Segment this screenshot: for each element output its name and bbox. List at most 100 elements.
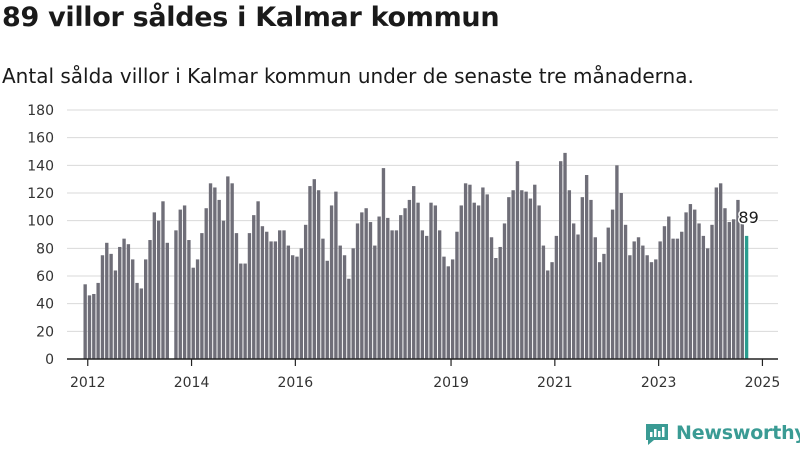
bar bbox=[234, 233, 239, 359]
bar bbox=[740, 222, 744, 359]
bar bbox=[156, 220, 161, 359]
bar bbox=[489, 237, 494, 359]
bar bbox=[265, 231, 269, 359]
bar bbox=[295, 256, 299, 359]
bar bbox=[667, 216, 671, 359]
bar bbox=[615, 165, 619, 359]
bar bbox=[308, 186, 312, 359]
bar bbox=[537, 205, 541, 359]
bar bbox=[373, 245, 377, 359]
bar bbox=[727, 222, 731, 359]
bar bbox=[92, 293, 96, 359]
bar bbox=[541, 245, 546, 359]
bar bbox=[416, 202, 420, 359]
bar bbox=[226, 176, 230, 359]
bar bbox=[182, 205, 187, 359]
bar bbox=[217, 199, 221, 359]
bar bbox=[507, 197, 511, 359]
bars bbox=[83, 152, 749, 359]
bar bbox=[533, 184, 537, 359]
bar bbox=[684, 212, 688, 359]
bar bbox=[399, 215, 403, 359]
x-axis: 2012 2014 2016 2019 2021 2023 2025 bbox=[67, 358, 780, 391]
bar bbox=[675, 238, 680, 359]
bar bbox=[239, 263, 243, 359]
y-tick-label: 120 bbox=[27, 186, 54, 202]
bar bbox=[303, 224, 308, 359]
bar bbox=[567, 190, 572, 359]
bar bbox=[723, 208, 727, 359]
y-tick-label: 0 bbox=[45, 352, 54, 368]
bar bbox=[520, 190, 524, 359]
bar bbox=[718, 183, 723, 359]
bar bbox=[360, 212, 364, 359]
bar bbox=[386, 217, 390, 359]
x-tick-label: 2016 bbox=[278, 375, 314, 391]
bar bbox=[498, 246, 502, 359]
bar bbox=[610, 209, 615, 359]
bar bbox=[187, 240, 191, 359]
y-tick-label: 60 bbox=[36, 269, 54, 285]
bar bbox=[325, 260, 329, 359]
bar bbox=[178, 209, 182, 359]
y-tick-label: 80 bbox=[36, 241, 54, 257]
newsworthy-logo-text: Newsworthy bbox=[676, 422, 800, 444]
newsworthy-logo[interactable]: Newsworthy bbox=[644, 420, 800, 446]
bar bbox=[662, 226, 667, 359]
bar bbox=[485, 194, 489, 359]
bar bbox=[204, 208, 208, 359]
x-tick-label: 2021 bbox=[537, 375, 573, 391]
bar bbox=[481, 187, 485, 359]
bar bbox=[230, 183, 234, 359]
bar bbox=[559, 161, 563, 359]
bar bbox=[394, 230, 399, 359]
y-tick-label: 20 bbox=[36, 324, 54, 340]
bar bbox=[87, 295, 92, 359]
bar bbox=[606, 227, 610, 359]
y-tick-label: 100 bbox=[27, 214, 54, 230]
bar bbox=[546, 270, 550, 359]
bar bbox=[688, 204, 693, 359]
bar bbox=[645, 255, 649, 359]
y-tick-label: 140 bbox=[27, 158, 54, 174]
bar bbox=[550, 262, 554, 359]
bar bbox=[649, 262, 654, 359]
bar bbox=[109, 253, 113, 359]
bar bbox=[252, 215, 256, 359]
bar bbox=[701, 235, 706, 359]
bar bbox=[433, 205, 438, 359]
x-tick-label: 2014 bbox=[174, 375, 210, 391]
bar bbox=[425, 235, 429, 359]
bar bbox=[148, 240, 152, 359]
bar bbox=[334, 191, 338, 359]
bar bbox=[161, 201, 165, 359]
bar bbox=[139, 288, 144, 359]
bar bbox=[381, 168, 386, 359]
bar bbox=[459, 205, 463, 359]
bar bbox=[580, 197, 585, 359]
chart-title: 89 villor såldes i Kalmar kommun bbox=[2, 2, 500, 33]
bar bbox=[364, 208, 368, 359]
bar bbox=[126, 244, 131, 359]
annotations: 89 bbox=[737, 207, 760, 229]
bar bbox=[710, 224, 714, 359]
y-tick-label: 180 bbox=[27, 103, 54, 119]
bar bbox=[412, 186, 416, 359]
bar bbox=[243, 263, 247, 359]
y-tick-label: 160 bbox=[27, 131, 54, 147]
bar bbox=[680, 231, 684, 359]
bar bbox=[118, 246, 122, 359]
bar bbox=[269, 241, 273, 359]
bar bbox=[347, 278, 351, 359]
bar bbox=[619, 193, 623, 359]
bar bbox=[403, 208, 407, 359]
x-tick-label: 2023 bbox=[641, 375, 677, 391]
bar bbox=[256, 201, 260, 359]
bar bbox=[446, 266, 450, 359]
bar bbox=[468, 184, 472, 359]
bar bbox=[576, 234, 580, 359]
bar bbox=[152, 212, 157, 359]
bar bbox=[377, 216, 381, 359]
bar bbox=[654, 259, 658, 359]
bar bbox=[731, 219, 736, 359]
